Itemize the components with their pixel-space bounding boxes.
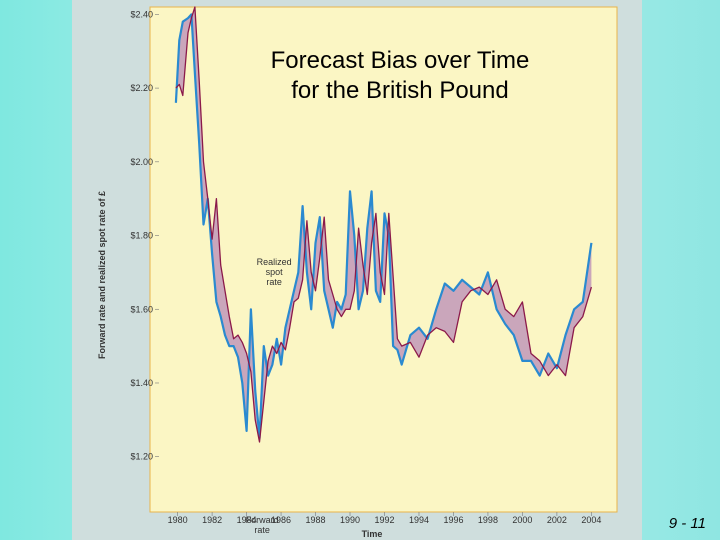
- annotation-line: Forward: [246, 515, 279, 525]
- annotation-realized-spot-rate: Realized spot rate: [257, 257, 292, 287]
- y-tick-label: $2.20: [130, 83, 153, 93]
- slide-number: 9 - 11: [668, 515, 706, 532]
- title-line-2: for the British Pound: [291, 77, 509, 104]
- title-line-1: Forecast Bias over Time: [270, 47, 530, 74]
- y-tick-label: $2.00: [130, 157, 153, 167]
- annotation-line: Realized: [257, 257, 292, 267]
- x-tick-label: 1994: [409, 515, 429, 525]
- chart-title: Forecast Bias over Time for the British …: [200, 46, 600, 106]
- x-tick-label: 2004: [581, 515, 601, 525]
- x-axis-label: Time: [362, 529, 383, 539]
- annotation-line: rate: [254, 525, 270, 535]
- x-tick-label: 2002: [547, 515, 567, 525]
- y-tick-label: $1.20: [130, 452, 153, 462]
- x-tick-label: 1992: [374, 515, 394, 525]
- chart: $1.20 $1.40 $1.60 $1.80 $2.00 $2.20 $2.40 1980 1…: [97, 6, 618, 539]
- annotation-forward-rate: Forward rate: [246, 515, 279, 535]
- x-tick-label: 1988: [306, 515, 326, 525]
- x-tick-label: 1980: [168, 515, 188, 525]
- x-tick-label: 1998: [478, 515, 498, 525]
- x-tick-label: 1982: [202, 515, 222, 525]
- annotation-line: spot: [266, 267, 284, 277]
- spot-rate-line: [174, 13, 593, 440]
- x-tick-label: 1984: [237, 515, 257, 525]
- y-tick-label: $1.60: [130, 304, 153, 314]
- annotation-line: rate: [266, 277, 282, 287]
- axis-ticks: $1.20 $1.40 $1.60 $1.80 $2.00 $2.20 $2.40 1980 1…: [130, 9, 601, 525]
- forward-rate-line: [175, 6, 593, 443]
- y-axis-label: Forward rate and realized spot rate of £: [97, 191, 107, 359]
- y-tick-label: $1.80: [130, 231, 153, 241]
- x-tick-label: 1986: [271, 515, 291, 525]
- x-tick-label: 1996: [443, 515, 463, 525]
- y-tick-label: $1.40: [130, 378, 153, 388]
- y-tick-label: $2.40: [130, 9, 153, 19]
- x-tick-label: 2000: [512, 515, 532, 525]
- series-lines: [174, 6, 593, 443]
- x-tick-label: 1990: [340, 515, 360, 525]
